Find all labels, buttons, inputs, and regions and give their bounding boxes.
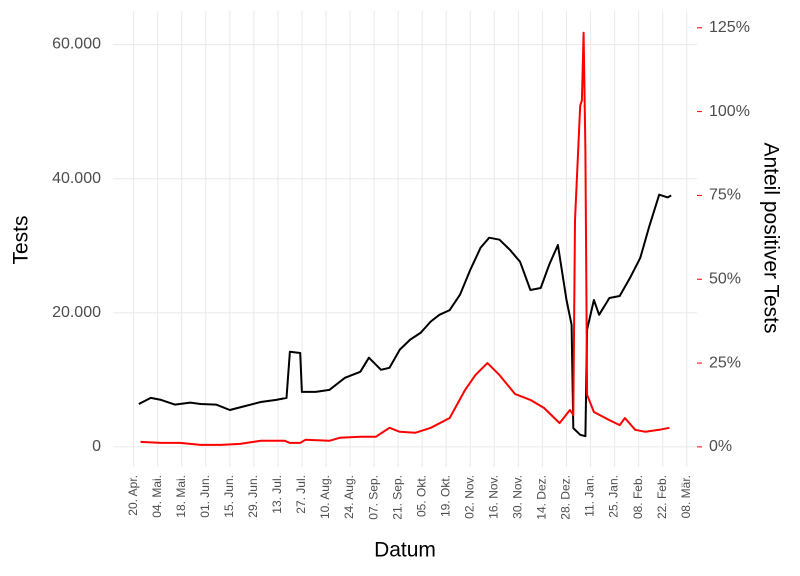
y2-tick-label: 50% [709, 270, 741, 287]
x-tick-label: 10. Aug. [318, 475, 332, 519]
x-tick-label: 02. Nov. [462, 475, 476, 519]
x-tick-label: 11. Jan. [583, 475, 597, 517]
y2-axis-title: Anteil positiver Tests [759, 142, 782, 333]
grid [113, 11, 697, 467]
x-tick-label: 08. Mär. [679, 475, 693, 518]
y2-tick-label: 125% [709, 19, 750, 36]
series-line [140, 31, 670, 446]
x-tick-label: 24. Aug. [342, 475, 356, 519]
x-tick-label: 22. Feb. [655, 475, 669, 519]
x-tick-label: 30. Nov. [511, 475, 525, 519]
series-line [138, 193, 672, 438]
x-tick-label: 20. Apr. [126, 475, 140, 516]
x-tick-label: 08. Feb. [631, 475, 645, 519]
y2-tick-label: 100% [709, 103, 750, 120]
x-tick-label: 14. Dez. [535, 475, 549, 520]
y2-tick-label: 0% [709, 438, 732, 455]
x-tick-label: 04. Mai. [150, 475, 164, 518]
y-axis-title: Tests [10, 215, 33, 264]
y2-tick-label: 25% [709, 354, 741, 371]
x-tick-label: 18. Mai. [174, 475, 188, 518]
x-tick-label: 28. Dez. [559, 475, 573, 520]
y2-tick-label: 75% [709, 187, 741, 204]
x-tick-label: 29. Jun. [246, 475, 260, 518]
x-tick-label: 25. Jan. [607, 475, 621, 518]
x-tick-label: 27. Jul. [294, 475, 308, 514]
x-tick-label: 15. Jun. [222, 475, 236, 518]
x-tick-label: 07. Sep. [366, 475, 380, 520]
x-tick-label: 19. Okt. [438, 475, 452, 517]
y-tick-label: 60.000 [52, 36, 101, 53]
x-tick-label: 16. Nov. [486, 475, 500, 519]
x-axis-title: Datum [374, 539, 436, 562]
y-tick-label: 0 [92, 438, 101, 455]
x-tick-label: 13. Jul. [270, 475, 284, 514]
y-tick-label: 20.000 [52, 304, 101, 321]
x-tick-label: 21. Sep. [390, 475, 404, 520]
y-tick-label: 40.000 [52, 170, 101, 187]
x-tick-label: 05. Okt. [414, 475, 428, 517]
x-tick-label: 01. Jun. [198, 475, 212, 518]
